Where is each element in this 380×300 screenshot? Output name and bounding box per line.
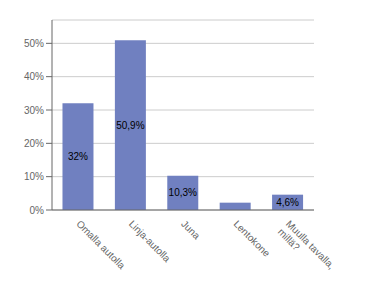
svg-text:20%: 20% (24, 138, 44, 149)
svg-text:40%: 40% (24, 71, 44, 82)
svg-text:10%: 10% (24, 171, 44, 182)
svg-text:Lentokone: Lentokone (232, 218, 273, 259)
svg-text:Juna: Juna (179, 218, 202, 241)
svg-text:Omalla autolla: Omalla autolla (74, 218, 127, 271)
svg-text:50%: 50% (24, 38, 44, 49)
svg-text:50,9%: 50,9% (116, 120, 144, 131)
svg-text:32%: 32% (68, 151, 88, 162)
svg-text:Linja-autolla: Linja-autolla (127, 218, 173, 264)
svg-text:30%: 30% (24, 105, 44, 116)
svg-text:Muulla tavalla,millä?: Muulla tavalla,millä? (276, 218, 337, 279)
svg-text:4,6%: 4,6% (276, 197, 299, 208)
svg-text:0%: 0% (30, 205, 45, 216)
svg-text:10,3%: 10,3% (169, 187, 197, 198)
